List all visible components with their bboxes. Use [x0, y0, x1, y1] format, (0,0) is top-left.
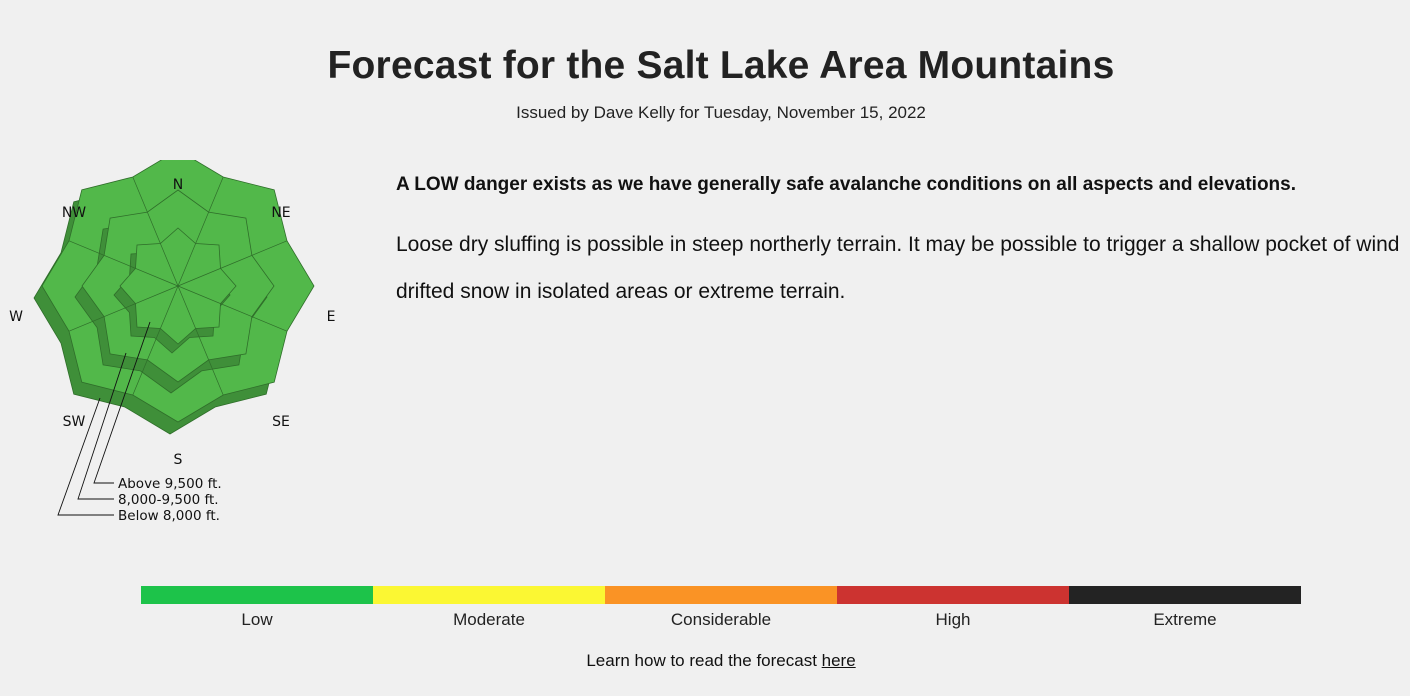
scale-considerable-bar — [605, 586, 837, 604]
bottom-line-summary: A LOW danger exists as we have generally… — [396, 174, 1297, 195]
scale-low-bar — [141, 586, 373, 604]
scale-low-label: Low — [241, 610, 273, 629]
learn-text: Learn how to read the forecast — [586, 651, 822, 670]
aspect-label-sw: SW — [63, 414, 86, 430]
scale-high-label: High — [935, 610, 971, 629]
danger-scale: Low Moderate Considerable High Extreme — [141, 586, 1301, 630]
learn-forecast-line: Learn how to read the forecast here — [0, 651, 1410, 671]
scale-moderate-label: Moderate — [453, 610, 525, 629]
aspect-label-se: SE — [272, 414, 290, 430]
aspect-label-w: W — [9, 309, 23, 325]
scale-extreme-bar — [1069, 586, 1301, 604]
scale-considerable-label: Considerable — [670, 610, 772, 629]
learn-here-link[interactable]: here — [821, 651, 856, 670]
scale-moderate-bar — [373, 586, 605, 604]
scale-considerable: Considerable — [605, 586, 837, 630]
issued-byline: Issued by Dave Kelly for Tuesday, Novemb… — [516, 103, 926, 122]
scale-high-bar — [837, 586, 1069, 604]
scale-moderate: Moderate — [373, 586, 605, 630]
page-title: Forecast for the Salt Lake Area Mountain… — [327, 44, 1115, 87]
scale-low: Low — [141, 586, 373, 630]
elev-label-8000-9500: 8,000-9,500 ft. — [118, 492, 219, 508]
scale-high: High — [837, 586, 1069, 630]
forecast-details: Loose dry sluffing is possible in steep … — [396, 233, 1400, 303]
aspect-label-nw: NW — [62, 205, 86, 221]
elev-label-above-9500: Above 9,500 ft. — [118, 476, 222, 492]
aspect-label-n: N — [173, 177, 183, 193]
aspect-label-ne: NE — [271, 205, 290, 221]
elev-label-below-8000: Below 8,000 ft. — [118, 508, 220, 524]
aspect-label-s: S — [174, 452, 183, 468]
danger-rose: N NE E SE S SW W NW Above 9,500 ft. 8,000-9,500 … — [0, 160, 360, 540]
scale-extreme: Extreme — [1069, 586, 1301, 630]
aspect-label-e: E — [327, 309, 336, 325]
danger-rose-graphic: N NE E SE S SW W NW Above 9,500 ft.8,000-9,500 … — [9, 160, 336, 524]
scale-extreme-label: Extreme — [1153, 610, 1217, 629]
